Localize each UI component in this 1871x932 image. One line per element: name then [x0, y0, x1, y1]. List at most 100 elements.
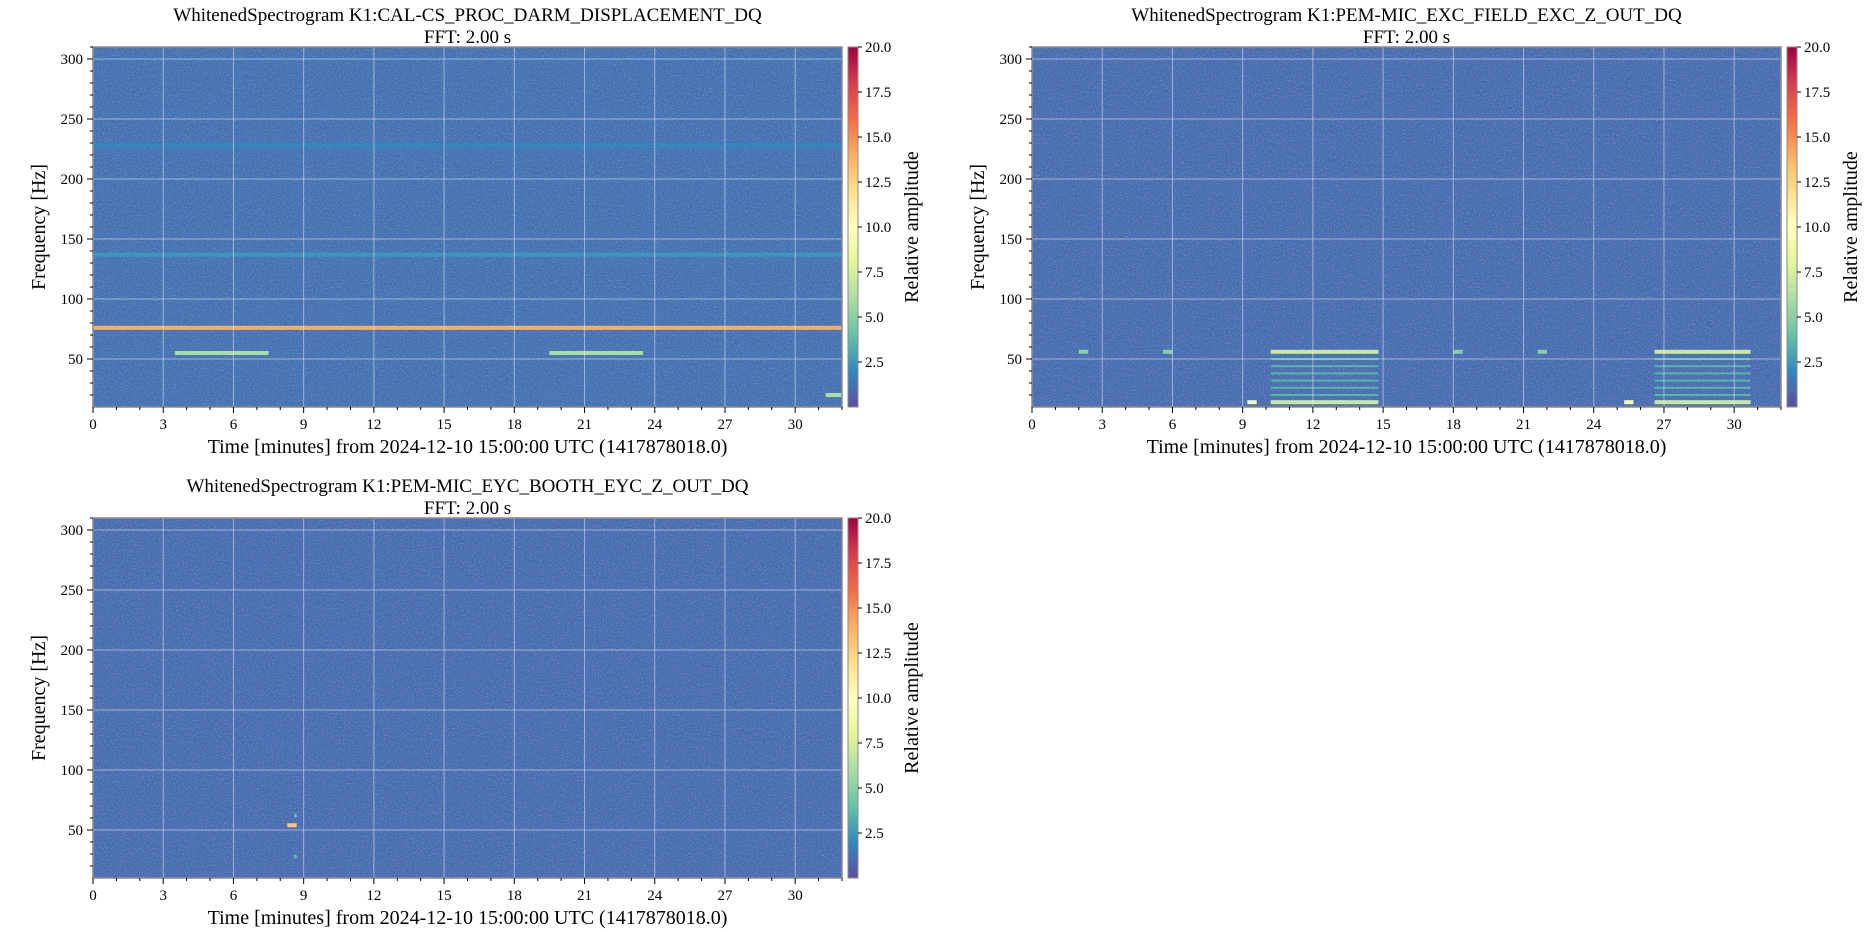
x-tick-label: 15 — [437, 417, 452, 433]
comb-line — [1654, 358, 1751, 360]
spectral-line-3 — [1654, 349, 1751, 354]
colorbar-tick-label: 7.5 — [865, 265, 884, 281]
y-tick-label: 300 — [1000, 52, 1023, 68]
x-tick-label: 21 — [1516, 417, 1531, 433]
colorbar-label: Relative amplitude — [1840, 151, 1862, 303]
grid — [92, 518, 842, 878]
colorbar-gradient — [847, 46, 859, 408]
colorbar-tick-label: 12.5 — [1804, 175, 1830, 191]
chart-title: WhitenedSpectrogram K1:PEM-MIC_EYC_BOOTH… — [186, 476, 748, 497]
spectral-line-1 — [93, 325, 842, 330]
x-axis-label: Time [minutes] from 2024-12-10 15:00:00 … — [208, 907, 728, 929]
x-tick-label: 9 — [1239, 417, 1247, 433]
colorbar-tick-label: 15.0 — [865, 130, 891, 146]
x-tick-label: 0 — [1028, 417, 1036, 433]
y-tick-label: 200 — [61, 643, 84, 659]
comb-line — [1270, 386, 1379, 389]
chart-subtitle: FFT: 2.00 s — [424, 498, 511, 519]
spectrogram-panel-1: 0 3 6 9 12 15 18 21 24 27 30 50 100 150 200 250 300 White… — [28, 5, 923, 458]
x-tick-label: 3 — [1098, 417, 1106, 433]
x-tick-label: 3 — [159, 888, 167, 904]
x-ticks — [1031, 407, 1782, 413]
y-tick-label: 50 — [68, 823, 83, 839]
x-tick-label: 15 — [437, 888, 452, 904]
x-tick-label: 24 — [647, 888, 663, 904]
comb-line — [1270, 379, 1379, 382]
spectral-line-6 — [1163, 349, 1173, 354]
spectral-line-3 — [294, 854, 297, 859]
comb-line — [1270, 358, 1379, 360]
colorbar-tick-label: 20.0 — [865, 40, 891, 56]
comb-line — [1270, 372, 1379, 375]
y-axis-label: Frequency [Hz] — [28, 635, 50, 761]
spectral-line-2 — [174, 351, 269, 355]
colorbar-tick-label: 7.5 — [865, 736, 884, 752]
comb-line — [1654, 372, 1751, 375]
x-tick-label: 30 — [788, 888, 803, 904]
noise-texture — [93, 47, 842, 407]
y-tick-label: 50 — [1007, 352, 1022, 368]
colorbar-tick-label: 10.0 — [1804, 220, 1830, 236]
chart-title: WhitenedSpectrogram K1:CAL-CS_PROC_DARM_… — [173, 5, 762, 26]
y-tick-label: 100 — [1000, 292, 1023, 308]
colorbar: 2.5 5.0 7.5 10.0 12.5 15.0 17.5 20.0 Relative am… — [847, 511, 923, 879]
colorbar-gradient — [1786, 46, 1798, 408]
y-tick-label: 250 — [1000, 112, 1023, 128]
spectral-line-8 — [1453, 349, 1463, 354]
colorbar-tick-label: 5.0 — [865, 310, 884, 326]
y-tick-label: 100 — [61, 292, 84, 308]
colorbar-tick-label: 10.0 — [865, 220, 891, 236]
colorbar-tick-label: 2.5 — [865, 355, 884, 371]
y-axis-label: Frequency [Hz] — [967, 164, 989, 290]
spectral-line-5 — [93, 143, 842, 148]
comb-line — [1654, 379, 1751, 382]
x-tick-label: 30 — [788, 417, 803, 433]
harmonic-comb-11 — [1270, 358, 1379, 396]
comb-line — [1270, 394, 1379, 396]
x-tick-label: 6 — [230, 888, 238, 904]
noise-texture — [1032, 47, 1781, 407]
colorbar-tick-label: 15.0 — [1804, 130, 1830, 146]
spectral-line-7 — [1247, 400, 1257, 405]
spectral-line-1 — [1270, 349, 1379, 354]
colorbar-tick-label: 20.0 — [1804, 40, 1830, 56]
y-tick-label: 250 — [61, 583, 84, 599]
x-axis-label: Time [minutes] from 2024-12-10 15:00:00 … — [208, 436, 728, 458]
colorbar-tick-label: 17.5 — [1804, 85, 1830, 101]
chart-title: WhitenedSpectrogram K1:PEM-MIC_EXC_FIELD… — [1131, 5, 1682, 26]
spectral-line-4 — [93, 252, 842, 257]
y-ticks — [87, 46, 93, 396]
comb-line — [1270, 365, 1379, 368]
x-tick-label: 24 — [647, 417, 663, 433]
spectral-line-4 — [1654, 400, 1751, 405]
comb-line — [1654, 365, 1751, 368]
harmonic-comb-12 — [1654, 358, 1751, 396]
colorbar-tick-label: 5.0 — [1804, 310, 1823, 326]
x-tick-label: 15 — [1376, 417, 1391, 433]
comb-line — [1654, 386, 1751, 389]
colorbar-tick-label: 12.5 — [865, 646, 891, 662]
x-tick-label: 24 — [1586, 417, 1602, 433]
spectral-line-9 — [1537, 349, 1547, 354]
spectral-line-10 — [1624, 400, 1634, 405]
x-tick-label: 27 — [1656, 417, 1672, 433]
x-tick-label: 21 — [577, 417, 592, 433]
colorbar-tick-label: 20.0 — [865, 511, 891, 527]
comb-line — [1654, 394, 1751, 396]
y-tick-label: 100 — [61, 763, 84, 779]
x-tick-label: 18 — [507, 888, 522, 904]
y-ticks — [87, 517, 93, 867]
y-ticks — [1026, 46, 1032, 396]
grid — [1031, 47, 1781, 407]
spectral-line-2 — [1270, 400, 1379, 405]
x-ticks — [92, 407, 843, 413]
x-tick-label: 18 — [507, 417, 522, 433]
colorbar-label: Relative amplitude — [901, 151, 923, 303]
noise-texture — [93, 518, 842, 878]
x-tick-label: 0 — [89, 417, 97, 433]
spectral-line-6 — [825, 393, 842, 397]
y-tick-label: 300 — [61, 523, 84, 539]
y-tick-label: 200 — [1000, 172, 1023, 188]
x-tick-label: 27 — [717, 888, 733, 904]
colorbar-tick-label: 10.0 — [865, 691, 891, 707]
